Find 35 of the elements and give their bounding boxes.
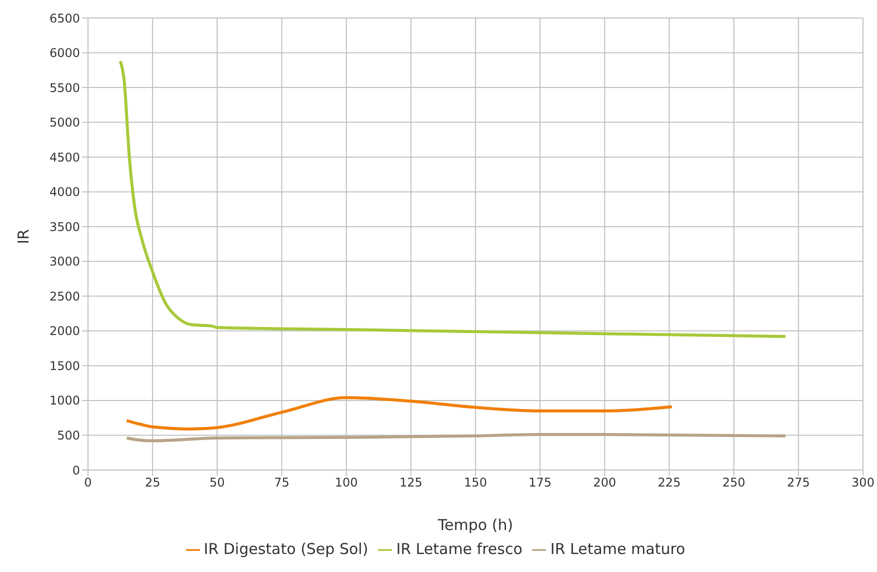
y-tick-label: 0 [72, 463, 80, 478]
x-tick-label: 125 [399, 476, 422, 490]
y-axis-title: IR [14, 229, 32, 244]
y-tick-label: 4000 [49, 185, 80, 200]
x-tick-label: 275 [786, 476, 810, 490]
x-tick-label: 300 [852, 476, 874, 490]
y-tick-label: 1500 [49, 358, 80, 373]
y-tick-label: 2500 [49, 289, 80, 304]
y-tick-label: 500 [57, 428, 80, 442]
y-tick-label: 1000 [49, 394, 80, 408]
y-tick-label: 3500 [49, 220, 80, 234]
line-series [125, 433, 787, 442]
y-tick-label: 5500 [49, 80, 80, 95]
legend-label: IR Digestato (Sep Sol) [204, 540, 368, 558]
x-tick-label: 200 [593, 476, 616, 490]
y-tick-label: 4500 [49, 150, 80, 164]
x-tick-label: 250 [722, 476, 746, 490]
x-tick-label: 0 [84, 476, 92, 490]
x-tick-label: 75 [274, 476, 290, 490]
line-series [125, 396, 674, 430]
y-tick-label: 5000 [49, 116, 80, 130]
y-tick-label: 3000 [49, 254, 80, 269]
x-tick-label: 150 [464, 476, 487, 490]
y-tick-label: 6500 [49, 11, 80, 26]
x-tick-label: 50 [210, 476, 225, 490]
y-tick-label: 6000 [49, 46, 80, 60]
x-tick-label: 225 [658, 476, 681, 490]
y-tick-label: 2000 [49, 324, 80, 338]
legend-label: IR Letame fresco [396, 540, 522, 558]
x-tick-label: 175 [528, 476, 552, 490]
x-tick-label: 25 [144, 476, 160, 490]
x-axis-title: Tempo (h) [436, 516, 514, 534]
x-tick-label: 100 [334, 476, 358, 490]
legend-label: IR Letame maturo [550, 540, 686, 558]
line-series [118, 60, 787, 338]
